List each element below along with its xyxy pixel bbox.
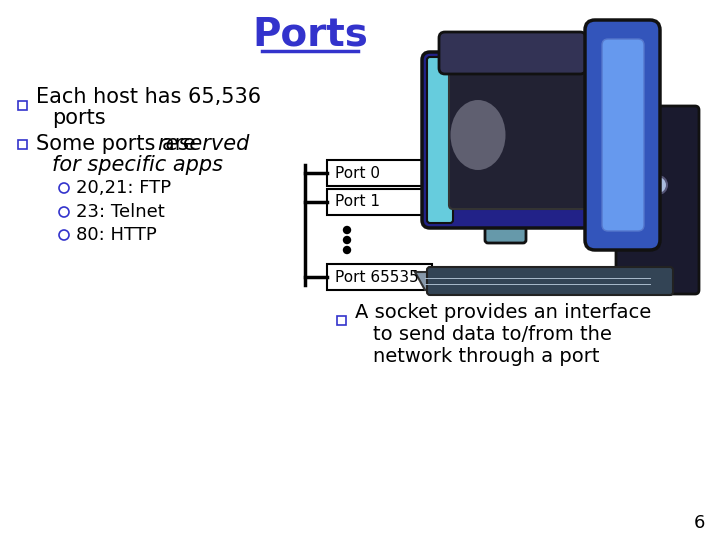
FancyBboxPatch shape [485, 117, 526, 243]
Text: Some ports are: Some ports are [36, 134, 202, 154]
Circle shape [59, 183, 69, 193]
Text: Port 65535: Port 65535 [335, 269, 419, 285]
Bar [327, 160, 432, 186]
Text: ports: ports [52, 108, 106, 128]
Text: 23: Telnet: 23: Telnet [76, 203, 165, 221]
Text: Ports: Ports [252, 16, 368, 54]
Circle shape [649, 176, 667, 194]
FancyBboxPatch shape [597, 57, 628, 223]
Circle shape [343, 226, 351, 233]
Bar [327, 189, 432, 215]
FancyBboxPatch shape [602, 39, 644, 231]
Text: 20,21: FTP: 20,21: FTP [76, 179, 171, 197]
Circle shape [628, 176, 646, 194]
Text: Each host has 65,536: Each host has 65,536 [36, 87, 261, 107]
Circle shape [59, 207, 69, 217]
FancyBboxPatch shape [616, 106, 699, 294]
Text: A socket provides an interface: A socket provides an interface [355, 302, 652, 321]
Text: reserved: reserved [157, 134, 249, 154]
Text: 80: HTTP: 80: HTTP [76, 226, 157, 244]
FancyBboxPatch shape [439, 32, 586, 74]
Text: for specific apps: for specific apps [52, 155, 223, 175]
Text: Port 1: Port 1 [335, 194, 380, 210]
Bar [327, 264, 432, 290]
Text: 6: 6 [693, 514, 705, 532]
Text: Port 0: Port 0 [335, 165, 380, 180]
Bar [17, 100, 27, 110]
Text: to send data to/from the: to send data to/from the [373, 325, 612, 343]
Bar [336, 315, 346, 325]
FancyBboxPatch shape [427, 57, 453, 223]
Text: network through a port: network through a port [373, 347, 600, 366]
Circle shape [59, 230, 69, 240]
Ellipse shape [451, 100, 505, 170]
FancyBboxPatch shape [449, 71, 602, 209]
FancyBboxPatch shape [585, 20, 660, 250]
FancyBboxPatch shape [427, 267, 673, 295]
Circle shape [343, 237, 351, 244]
FancyBboxPatch shape [422, 52, 633, 228]
Circle shape [343, 246, 351, 253]
Polygon shape [415, 272, 660, 290]
Bar [17, 139, 27, 148]
